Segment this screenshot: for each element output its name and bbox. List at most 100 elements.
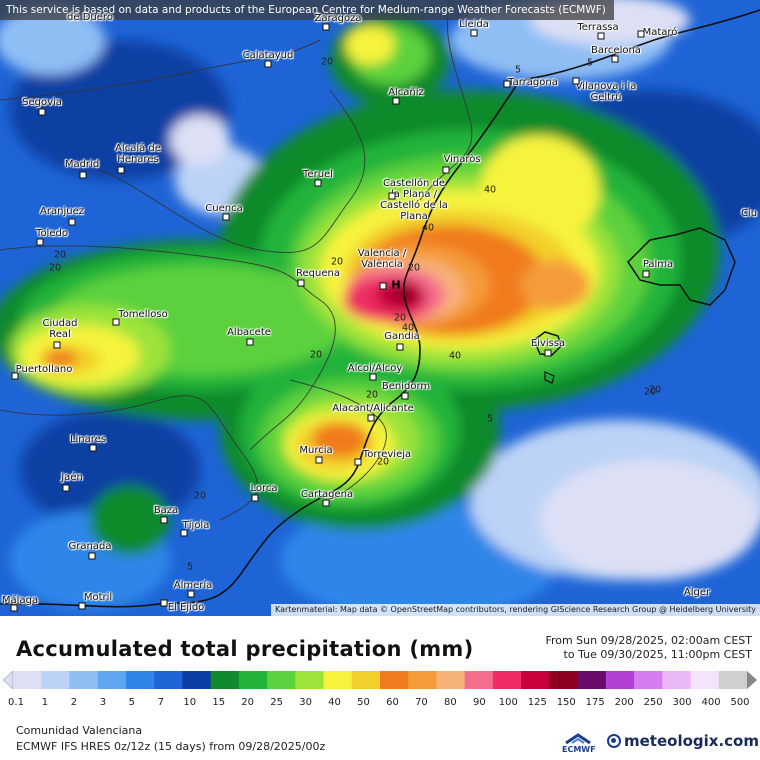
scale-swatch — [125, 671, 155, 689]
scale-tick-label: 70 — [415, 697, 428, 708]
contour-label: 20 — [365, 389, 379, 401]
scale-tick-label: 3 — [99, 697, 107, 708]
scale-ticks: 0.1 1 2 3 5 7 10 15 20 25 30 40 50 60 70 80 90 100 125 150 1… — [8, 697, 750, 709]
scale-swatch — [238, 671, 268, 689]
scale-tick-label: 1 — [41, 697, 49, 708]
scale-tick-label: 50 — [357, 697, 370, 708]
scale-tick-label: 100 — [498, 697, 518, 708]
city-dot — [160, 599, 168, 607]
scale-tick-label: 250 — [643, 697, 663, 708]
city-dot — [187, 590, 195, 598]
model-info: ECMWF IFS HRES 0z/12z (15 days) from 09/… — [16, 740, 326, 753]
scale-swatch — [295, 671, 325, 689]
scale-tick-label: 175 — [585, 697, 605, 708]
scale-swatch — [69, 671, 99, 689]
city-benidorm: Benidorm — [381, 381, 431, 392]
city-cartagena: Cartagena — [300, 489, 354, 500]
city-el-ejido: El Ejido — [167, 602, 205, 613]
city-albacete: Albacete — [227, 327, 271, 338]
city-dot — [544, 349, 552, 357]
city-dot — [53, 341, 61, 349]
scale-tick-label: 7 — [157, 697, 164, 708]
meteologix-icon — [607, 734, 621, 748]
ecmwf-notice: This service is based on data and produc… — [0, 0, 614, 20]
precipitation-field — [0, 0, 760, 616]
city-aranjuez: Aranjuez — [40, 206, 84, 217]
contour-label: 20 — [53, 249, 67, 261]
city-malaga: Málaga — [1, 595, 39, 606]
city-castellon: Castellón de la Plana / Castelló de la P… — [380, 178, 448, 222]
city-dot — [503, 80, 511, 88]
city-tijola: Tíjola — [182, 520, 210, 531]
ecmwf-logo-text: ECMWF — [562, 745, 596, 754]
city-dot — [68, 218, 76, 226]
scale-swatch — [323, 671, 353, 689]
city-dot — [222, 213, 230, 221]
city-linares: Linares — [69, 434, 107, 445]
scale-swatch — [605, 671, 635, 689]
city-dot — [88, 552, 96, 560]
city-segovia: Segovia — [22, 97, 62, 108]
scale-tick-label: 10 — [183, 697, 197, 708]
contour-label: 20 — [393, 312, 407, 324]
city-dot — [62, 484, 70, 492]
city-puertollano: Puertollano — [15, 364, 73, 375]
city-zaragoza: Zaragoza — [314, 13, 362, 24]
scale-tick-label: 125 — [527, 697, 547, 708]
city-motril: Motril — [83, 592, 113, 603]
contour-label: 20 — [643, 386, 657, 398]
city-murcia: Murcia — [299, 445, 333, 456]
contour-label: 20 — [48, 262, 62, 274]
city-dot — [315, 456, 323, 464]
contour-label: 20 — [309, 349, 323, 361]
scale-swatch — [549, 671, 579, 689]
scale-swatch — [690, 671, 720, 689]
city-gandia: Gandia — [384, 331, 420, 342]
contour-label: 20 — [330, 256, 344, 268]
contour-label: 40 — [401, 322, 415, 334]
city-alger: Alger — [683, 587, 711, 598]
scale-swatch — [154, 671, 183, 689]
city-dot — [314, 179, 322, 187]
scale-swatch — [464, 671, 494, 689]
city-granada: Granada — [68, 541, 112, 552]
city-dot — [251, 494, 259, 502]
scale-swatch — [634, 671, 663, 689]
city-teruel: Teruel — [303, 169, 333, 180]
city-baza: Baza — [153, 505, 179, 516]
meteologix-logo[interactable]: meteologix.com — [607, 731, 759, 751]
scale-swatch — [380, 671, 409, 689]
city-dot — [264, 60, 272, 68]
city-dot — [572, 77, 580, 85]
city-alcaniz: Alcañiz — [388, 87, 424, 98]
city-ciu: Ciu — [740, 208, 758, 219]
max-marker: H — [391, 278, 401, 292]
scale-swatch — [267, 671, 296, 689]
scale-tick-label: 40 — [328, 697, 341, 708]
meteologix-brand: meteologix.com — [624, 732, 759, 750]
city-mataro: Mataró — [642, 27, 678, 38]
city-dot — [392, 97, 400, 105]
scale-tick-label: 60 — [386, 697, 399, 708]
color-scale — [3, 670, 757, 690]
city-dot — [322, 499, 330, 507]
scale-tick-label: 90 — [472, 697, 486, 708]
city-dot — [112, 318, 120, 326]
city-dot — [10, 604, 18, 612]
scale-tick-label: 300 — [672, 697, 692, 708]
scale-tick-label: 25 — [270, 697, 283, 708]
city-dot — [642, 270, 650, 278]
scale-tick-label: 500 — [730, 697, 750, 708]
scale-swatch — [521, 671, 550, 689]
legend-title: Accumulated total precipitation (mm) — [16, 637, 474, 661]
scale-swatch — [408, 671, 437, 689]
scale-swatch — [41, 671, 70, 689]
city-dot — [79, 171, 87, 179]
city-tarragona: Tarragona — [508, 77, 558, 88]
city-lleida: Lleida — [459, 19, 489, 30]
scale-tick-label: 20 — [241, 697, 255, 708]
region-name: Comunidad Valenciana — [16, 724, 143, 737]
scale-arrow-low — [3, 670, 14, 690]
scale-tick-label: 2 — [70, 697, 78, 708]
city-dot — [611, 55, 619, 63]
